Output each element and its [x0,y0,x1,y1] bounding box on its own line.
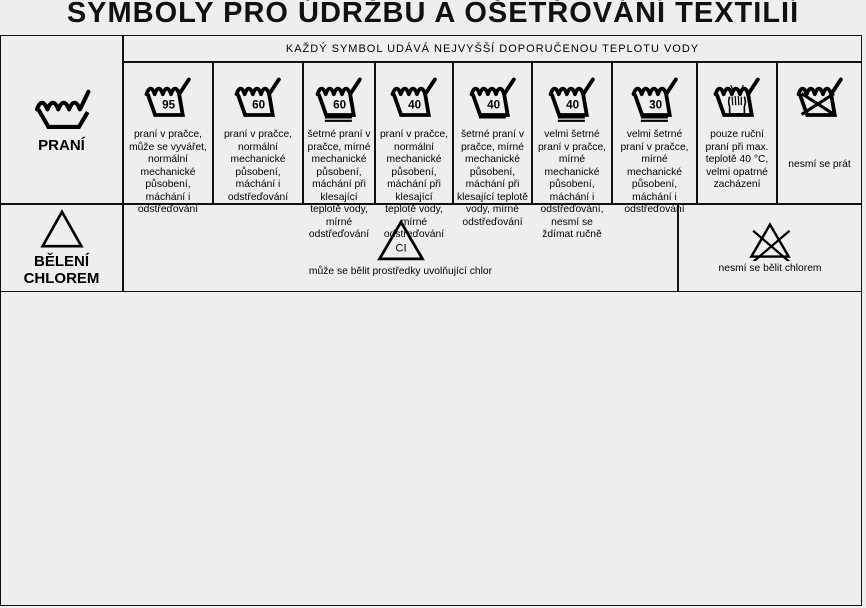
svg-text:60: 60 [252,98,265,111]
svg-text:60: 60 [333,98,346,111]
svg-text:40: 40 [487,98,500,111]
svg-text:40: 40 [566,98,579,111]
svg-text:30: 30 [649,98,662,111]
svg-text:95: 95 [162,98,175,111]
svg-text:CI: CI [395,242,406,254]
svg-text:40: 40 [408,98,421,111]
